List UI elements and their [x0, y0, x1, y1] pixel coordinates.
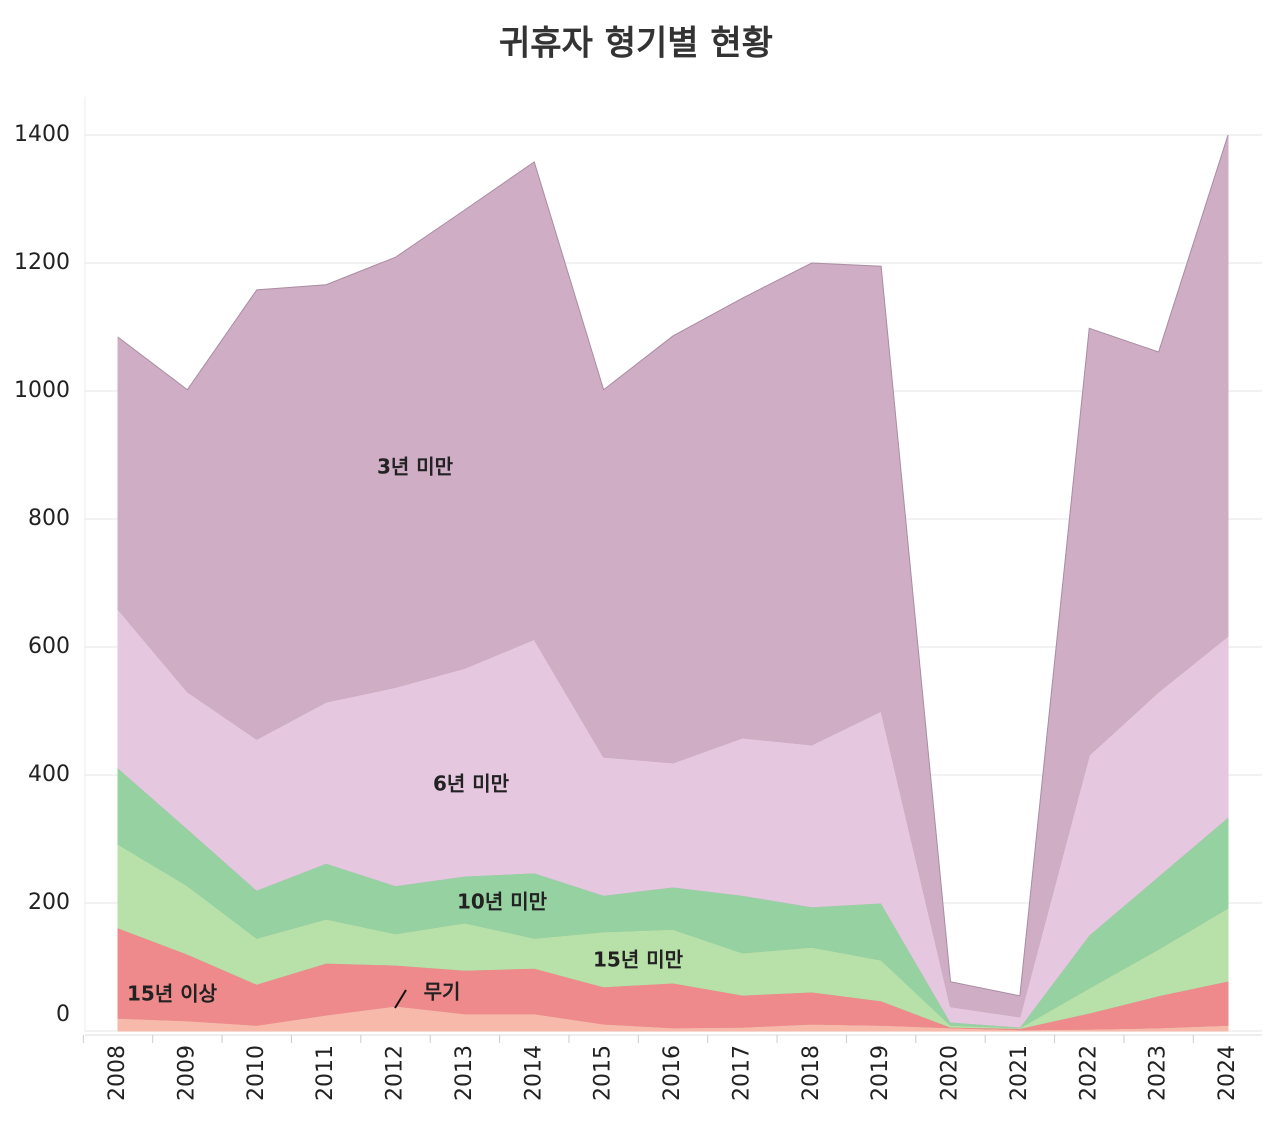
x-tick-label: 2020	[938, 1045, 963, 1101]
x-tick-label: 2018	[799, 1045, 824, 1101]
y-tick-label: 1000	[14, 378, 70, 403]
series-label: 무기	[424, 980, 461, 1004]
series-label: 10년 미만	[457, 890, 548, 914]
x-tick-label: 2024	[1215, 1045, 1240, 1101]
y-tick-label: 1200	[14, 250, 70, 275]
areas	[117, 134, 1229, 1032]
series-label: 15년 이상	[127, 982, 218, 1006]
area	[117, 134, 1229, 1018]
series-label: 6년 미만	[433, 772, 510, 796]
x-tick-label: 2019	[868, 1045, 893, 1101]
x-tick-label: 2014	[521, 1045, 546, 1101]
x-tick-label: 2015	[591, 1045, 616, 1101]
x-tick-label: 2011	[313, 1045, 338, 1101]
x-tick-label: 2023	[1146, 1045, 1171, 1101]
label-leader	[394, 989, 407, 1009]
x-tick-label: 2008	[105, 1045, 130, 1101]
x-tick-label: 2013	[452, 1045, 477, 1101]
x-tick-label: 2016	[660, 1045, 685, 1101]
chart-title: 귀휴자 형기별 현황	[499, 24, 773, 64]
x-tick-label: 2012	[383, 1045, 408, 1101]
series-label: 3년 미만	[377, 455, 454, 479]
labels: 무기 15년 이상 15년 미만 10년 미만 6년 미만 3년 미만	[127, 455, 684, 1009]
x-tick-label: 2009	[174, 1045, 199, 1101]
x-tick-label: 2021	[1007, 1045, 1032, 1101]
y-tick-label: 1400	[14, 122, 70, 147]
y-tick-label: 200	[28, 890, 70, 915]
y-tick-label: 400	[28, 762, 70, 787]
x-tick-label: 2022	[1076, 1045, 1101, 1101]
y-tick-label: 0	[56, 1002, 70, 1027]
y-tick-label: 600	[28, 634, 70, 659]
series-label: 15년 미만	[593, 948, 684, 972]
area-edge	[117, 134, 1229, 997]
x-tick-label: 2010	[244, 1045, 269, 1101]
x-tick-label: 2017	[729, 1045, 754, 1101]
y-tick-label: 800	[28, 506, 70, 531]
